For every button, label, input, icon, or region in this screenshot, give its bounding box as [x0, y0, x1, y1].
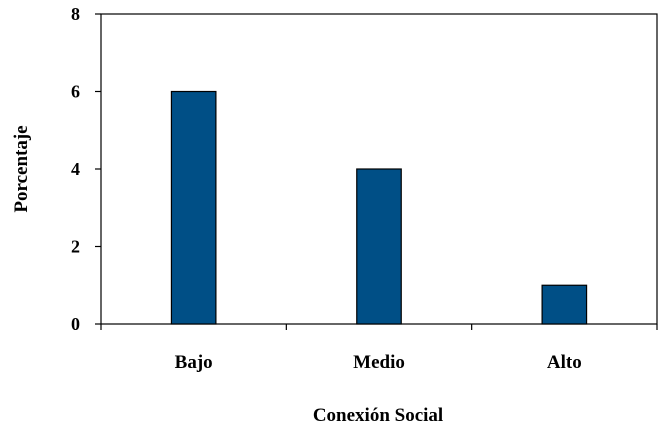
x-axis-title: Conexión Social — [313, 405, 443, 425]
x-category-label: Bajo — [175, 352, 213, 373]
y-tick-label: 8 — [71, 4, 80, 24]
y-tick-label: 6 — [71, 82, 80, 102]
y-tick-label: 0 — [71, 314, 80, 334]
y-tick-label: 2 — [71, 237, 80, 257]
x-category-label: Medio — [353, 352, 405, 373]
bar-medio — [356, 168, 402, 325]
bars-group — [170, 90, 588, 325]
x-category-label: Alto — [547, 352, 582, 373]
bar-bajo — [170, 90, 217, 325]
y-axis-title: Porcentaje — [11, 125, 32, 212]
y-tick-label: 4 — [71, 159, 80, 179]
x-axis-ticks: Bajo Medio Alto — [100, 324, 658, 373]
bar-alto — [541, 284, 588, 325]
y-axis-ticks: 0 2 4 6 8 — [71, 4, 101, 334]
